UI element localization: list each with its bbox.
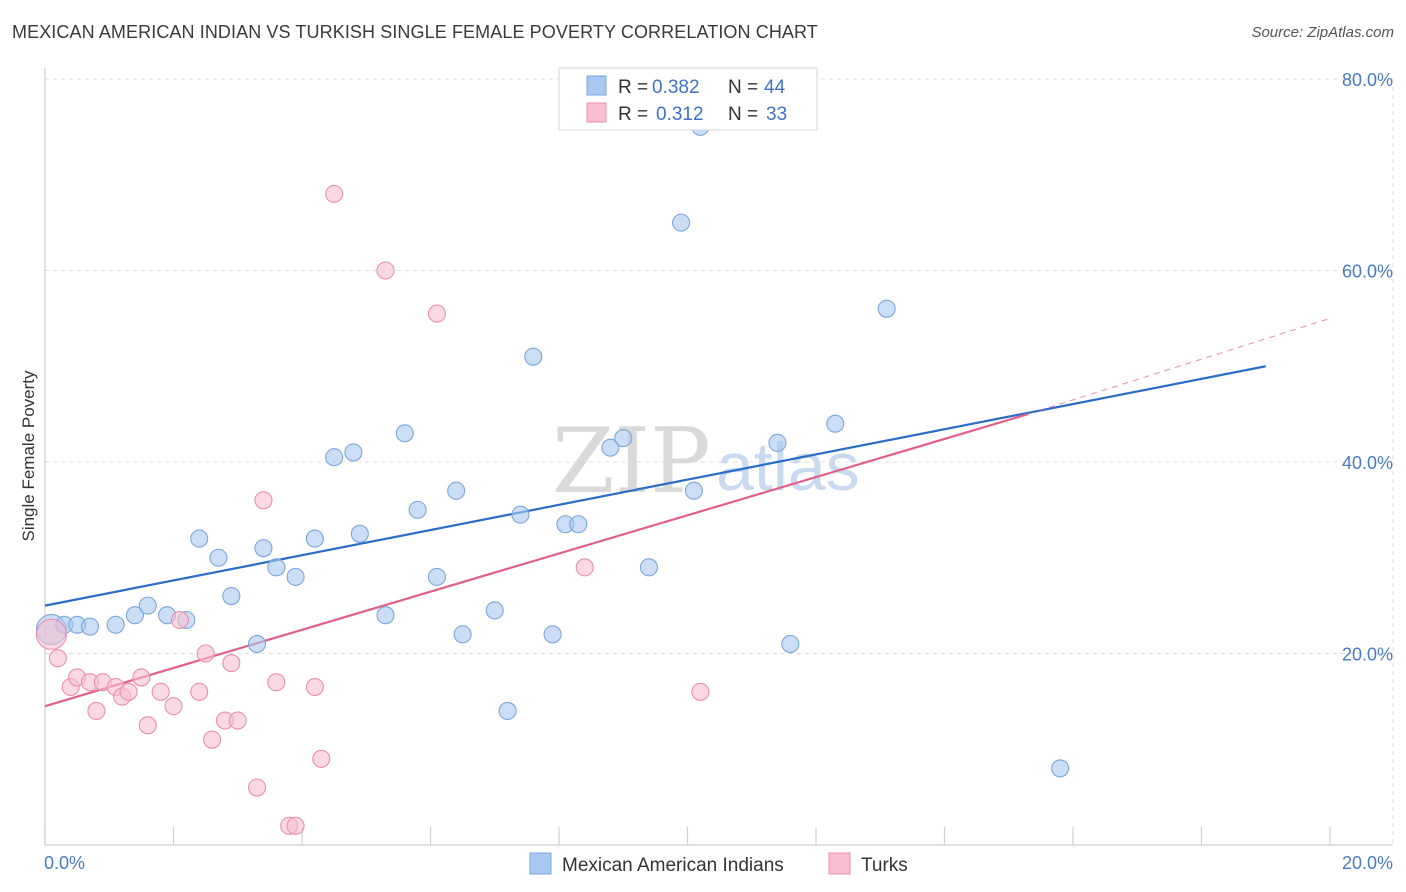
legend: R = 0.382 N = 44 R = 0.312 N = 33 — [558, 67, 818, 131]
point-mexican-american-indians — [453, 625, 472, 644]
point-turks — [247, 778, 267, 797]
legend-r-label-pink: R = — [618, 104, 648, 125]
point-mexican-american-indians — [781, 634, 800, 653]
bottom-legend-label-pink: Turks — [861, 855, 908, 876]
point-mexican-american-indians — [222, 586, 241, 606]
point-turks — [48, 649, 67, 668]
point-mexican-american-indians — [826, 414, 845, 433]
point-turks — [376, 261, 395, 280]
point-mexican-american-indians — [511, 505, 530, 524]
chart-title: MEXICAN AMERICAN INDIAN VS TURKISH SINGL… — [12, 22, 818, 42]
point-mexican-american-indians — [209, 548, 228, 567]
x-tick-label: 0.0% — [44, 853, 85, 873]
y-tick-label: 20.0% — [1342, 645, 1393, 665]
tick-labels: 20.0% 40.0% 60.0% 80.0% 0.0% 20.0% — [44, 70, 1393, 873]
point-turks — [222, 654, 241, 673]
point-turks — [151, 682, 170, 701]
point-mexican-american-indians — [524, 347, 543, 366]
y-tick-label: 80.0% — [1342, 70, 1393, 90]
legend-swatch-pink — [586, 102, 607, 123]
point-turks — [119, 682, 138, 701]
point-mexican-american-indians — [498, 701, 517, 721]
point-mexican-american-indians — [1051, 759, 1070, 778]
point-mexican-american-indians — [247, 634, 267, 653]
point-mexican-american-indians — [106, 615, 125, 634]
point-mexican-american-indians — [325, 448, 344, 467]
point-turks — [35, 618, 67, 650]
bottom-legend-swatch-pink — [828, 852, 851, 875]
watermark-atlas: atlas — [716, 429, 860, 505]
point-mexican-american-indians — [447, 481, 466, 500]
point-turks — [196, 644, 215, 663]
point-mexican-american-indians — [408, 500, 427, 519]
point-mexican-american-indians — [254, 539, 273, 558]
trend-line-mexican-american-indians — [44, 365, 1266, 607]
point-mexican-american-indians — [125, 606, 144, 625]
y-tick-label: 60.0% — [1342, 262, 1393, 282]
point-turks — [164, 697, 183, 716]
bottom-legend-swatch-blue — [529, 852, 552, 875]
point-mexican-american-indians — [672, 213, 691, 232]
point-mexican-american-indians — [395, 424, 414, 443]
trend-line-turks — [44, 413, 1029, 708]
point-turks — [286, 816, 305, 835]
point-mexican-american-indians — [543, 625, 562, 644]
legend-n-label-blue: N = — [728, 77, 758, 98]
point-mexican-american-indians — [286, 567, 305, 586]
point-mexican-american-indians — [190, 529, 209, 548]
legend-r-label-blue: R = — [618, 77, 648, 98]
point-mexican-american-indians — [267, 558, 286, 577]
point-mexican-american-indians — [427, 567, 446, 586]
y-tick-label: 40.0% — [1342, 453, 1393, 473]
point-mexican-american-indians — [138, 596, 157, 615]
point-mexican-american-indians — [601, 438, 620, 457]
point-turks — [254, 491, 273, 510]
point-mexican-american-indians — [485, 601, 504, 620]
point-mexican-american-indians — [569, 515, 588, 534]
point-mexican-american-indians — [639, 558, 659, 577]
grid — [45, 78, 1394, 845]
point-turks — [203, 730, 222, 749]
legend-n-value-blue: 44 — [764, 77, 786, 98]
point-mexican-american-indians — [614, 429, 633, 448]
y-axis-title: Single Female Poverty — [19, 370, 38, 542]
point-turks — [305, 677, 324, 697]
point-turks — [312, 749, 331, 768]
point-mexican-american-indians — [684, 481, 703, 500]
bottom-legend: Mexican American Indians Turks — [529, 852, 908, 876]
point-turks — [87, 701, 106, 721]
point-turks — [170, 610, 189, 630]
source-label: Source: ZipAtlas.com — [1251, 24, 1394, 41]
trend-line-turks-extension — [1027, 317, 1331, 415]
point-mexican-american-indians — [80, 617, 100, 636]
point-turks — [132, 668, 151, 687]
point-turks — [325, 184, 344, 203]
point-mexican-american-indians — [877, 299, 896, 318]
watermark: ZIP atlas — [552, 409, 860, 514]
point-turks — [138, 716, 157, 735]
point-turks — [267, 673, 286, 692]
legend-n-value-pink: 33 — [766, 104, 787, 125]
legend-swatch-blue — [586, 75, 607, 96]
x-tick-label: 20.0% — [1342, 853, 1393, 873]
point-turks — [190, 682, 209, 701]
legend-r-value-pink: 0.312 — [656, 104, 704, 125]
point-mexican-american-indians — [768, 433, 787, 452]
point-turks — [691, 682, 710, 701]
legend-n-label-pink: N = — [728, 104, 758, 125]
point-turks — [427, 304, 446, 323]
point-mexican-american-indians — [344, 443, 363, 462]
data-points — [35, 117, 1070, 835]
point-turks — [575, 558, 594, 577]
point-mexican-american-indians — [350, 524, 369, 543]
point-mexican-american-indians — [305, 529, 324, 548]
bottom-legend-label-blue: Mexican American Indians — [562, 855, 784, 876]
point-mexican-american-indians — [376, 606, 395, 625]
legend-r-value-blue: 0.382 — [652, 77, 700, 98]
point-turks — [228, 711, 247, 730]
